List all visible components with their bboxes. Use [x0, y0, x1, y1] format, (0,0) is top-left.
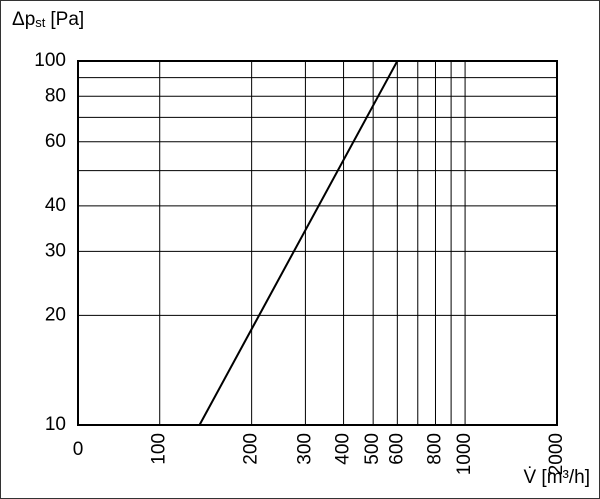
y-tick-label: 80: [45, 85, 66, 106]
y-tick-label: 60: [45, 131, 66, 152]
y-tick-label: 30: [45, 240, 66, 261]
x-tick-label: 100: [149, 433, 170, 465]
x-tick-label: 0: [73, 439, 84, 460]
y-axis-label: Δpst [Pa]: [12, 9, 84, 30]
x-axis-label: V̇ [m³/h]: [523, 467, 590, 488]
x-tick-label: 400: [333, 433, 354, 465]
data-line: [198, 60, 399, 426]
x-tick-label: 2000: [546, 433, 567, 475]
plot-frame: [77, 60, 558, 426]
x-tick-label: 800: [425, 433, 446, 465]
y-tick-label: 20: [45, 304, 66, 325]
y-label-unit: [Pa]: [50, 9, 84, 30]
x-tick-label: 300: [294, 433, 315, 465]
y-tick-label: 100: [34, 50, 66, 71]
y-label-symbol: Δp: [12, 9, 35, 30]
x-tick-label: 500: [362, 433, 383, 465]
x-tick-label: 1000: [454, 433, 475, 475]
y-tick-label: 40: [45, 195, 66, 216]
x-tick-label: 200: [241, 433, 262, 465]
y-tick-label: 10: [45, 414, 66, 435]
x-tick-label: 600: [386, 433, 407, 465]
y-label-subscript: st: [35, 15, 46, 30]
